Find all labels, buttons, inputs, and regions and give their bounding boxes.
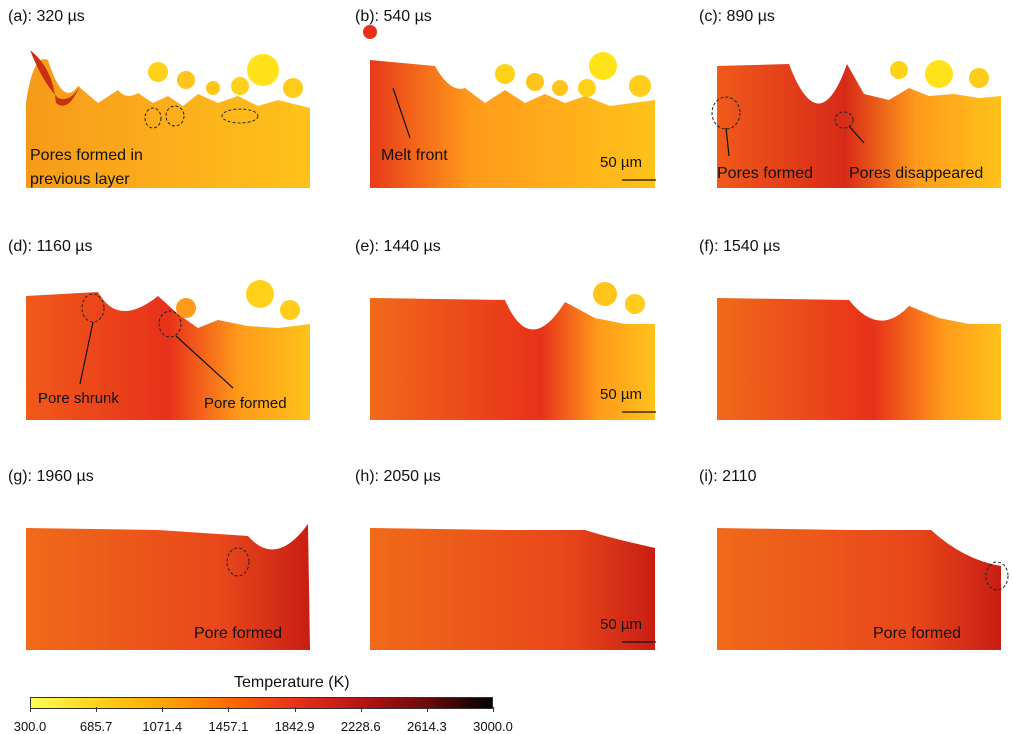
- annotation-pores-formed: Pores formed: [717, 165, 814, 182]
- annotation-line-2: previous layer: [30, 171, 130, 188]
- scale-bar-label: 50 µm: [600, 154, 642, 171]
- colorbar-tick-label: 3000.0: [473, 719, 513, 734]
- annotation-line-1: Pores formed in: [30, 147, 143, 164]
- simulation-image: [26, 50, 310, 188]
- scale-bar: [622, 179, 656, 181]
- colorbar-tick-label: 300.0: [13, 719, 47, 734]
- annotation-pore-formed: Pore formed: [194, 625, 283, 642]
- scale-bar: [622, 641, 656, 643]
- annotation-pore-shrunk: Pore shrunk: [38, 390, 119, 407]
- simulation-image: [363, 25, 655, 188]
- panel-e: (e): 1440 µs 50 µm: [355, 238, 656, 438]
- panel-b: (b): 540 µs Melt front 50 µm: [355, 8, 656, 208]
- panel-title: (a): 320 µs: [8, 8, 85, 25]
- colorbar-tick: [493, 707, 494, 712]
- colorbar-tick: [360, 707, 362, 712]
- panel-title: (i): 2110: [699, 468, 757, 485]
- panel-title: (d): 1160 µs: [8, 238, 93, 255]
- colorbar-tick-label: 1842.9: [274, 719, 315, 734]
- scale-bar-label: 50 µm: [600, 616, 642, 633]
- colorbar-tick: [30, 707, 31, 712]
- panel-a: (a): 320 µs Pores formed in previous lay…: [8, 8, 310, 208]
- colorbar-tick-label: 1457.1: [208, 719, 249, 734]
- panel-h: (h): 2050 µs 50 µm: [355, 468, 656, 668]
- simulation-image: [370, 528, 655, 650]
- colorbar-tick: [162, 707, 164, 712]
- colorbar-tick-label: 2228.6: [340, 719, 381, 734]
- panel-title: (f): 1540 µs: [699, 238, 781, 255]
- annotation-pore-formed: Pore formed: [873, 625, 962, 642]
- panel-title: (b): 540 µs: [355, 8, 432, 25]
- colorbar-tick: [96, 707, 98, 712]
- simulation-image: [370, 282, 655, 420]
- annotation-pore-formed: Pore formed: [204, 395, 287, 412]
- colorbar-title: Temperature (K): [234, 674, 350, 691]
- simulation-image: [711, 60, 1001, 188]
- panel-title: (h): 2050 µs: [355, 468, 441, 485]
- colorbar: [30, 697, 493, 709]
- simulation-image: [26, 524, 310, 650]
- panel-g: (g): 1960 µs Pore formed: [8, 468, 310, 668]
- annotation-melt-front: Melt front: [381, 147, 448, 164]
- simulation-image: [717, 298, 1001, 420]
- panel-d: (d): 1160 µs Pore shrunk Pore formed: [8, 238, 310, 438]
- panel-title: (c): 890 µs: [699, 8, 775, 25]
- colorbar-tick: [426, 707, 428, 712]
- simulation-image: [717, 528, 1009, 650]
- scale-bar: [622, 411, 656, 413]
- panel-i: (i): 2110 Pore formed: [699, 468, 1009, 668]
- colorbar-tick-label: 2614.3: [406, 719, 447, 734]
- colorbar-tick-label: 1071.4: [142, 719, 183, 734]
- scale-bar-label: 50 µm: [600, 386, 642, 403]
- panel-c: (c): 890 µs Pores formed Pores disappear…: [699, 8, 1001, 208]
- panel-f: (f): 1540 µs: [699, 238, 1001, 438]
- annotation-pores-disappeared: Pores disappeared: [849, 165, 984, 182]
- simulation-image: [26, 280, 310, 420]
- colorbar-tick: [294, 707, 296, 712]
- panel-title: (g): 1960 µs: [8, 468, 94, 485]
- colorbar-tick-label: 685.7: [79, 719, 113, 734]
- colorbar-tick: [228, 707, 230, 712]
- panel-title: (e): 1440 µs: [355, 238, 441, 255]
